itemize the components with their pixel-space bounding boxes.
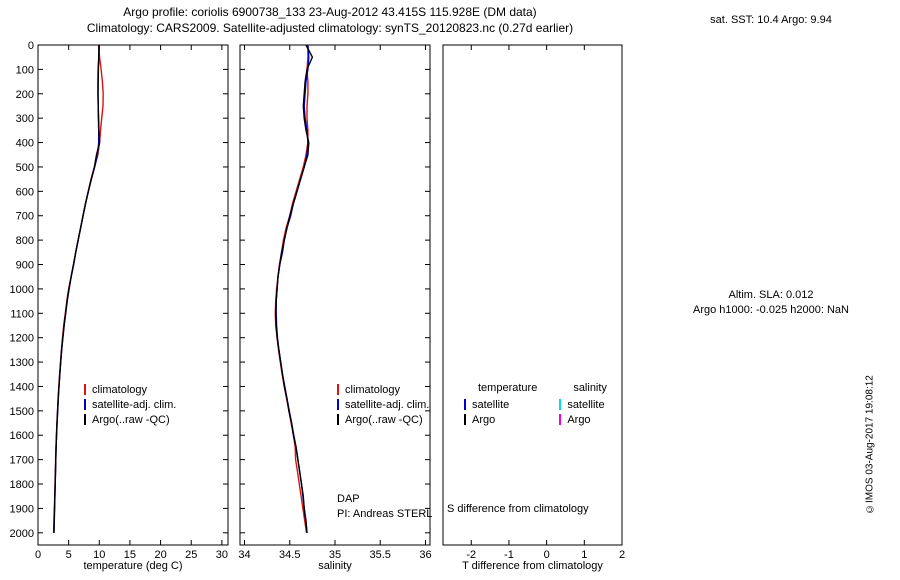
argo-line-swatch bbox=[337, 414, 339, 425]
salinity-axis-label: salinity bbox=[318, 560, 352, 572]
tick-label: 1800 bbox=[10, 479, 34, 491]
s-satellite-line-swatch bbox=[559, 399, 562, 410]
series-line-climatology bbox=[52, 44, 104, 533]
legend-label: climatology bbox=[345, 383, 401, 396]
dap-label: DAP bbox=[337, 493, 360, 505]
salinity-legend: climatology satellite-adj. clim. Argo(..… bbox=[337, 382, 429, 427]
temperature-axis-label: temperature (deg C) bbox=[83, 560, 183, 572]
legend-sal-header: salinity bbox=[573, 382, 607, 394]
difference-legend: temperature satellite Argo salinity sate… bbox=[464, 382, 607, 427]
sla-map-title: Altim. SLA: 0.012 bbox=[728, 289, 814, 301]
tick-label: 1500 bbox=[10, 406, 34, 418]
tick-label: 1700 bbox=[10, 455, 34, 467]
series-line-climatology bbox=[274, 45, 309, 533]
legend-row: climatology bbox=[84, 382, 176, 397]
legend-label: satellite bbox=[472, 398, 510, 411]
tick-label: 100 bbox=[16, 64, 34, 76]
legend-row: Argo(..raw -QC) bbox=[84, 412, 176, 427]
tick-label: 2000 bbox=[10, 528, 34, 540]
tick-label: 700 bbox=[16, 211, 34, 223]
tick-label: 1900 bbox=[10, 503, 34, 515]
tick-label: 1400 bbox=[10, 381, 34, 393]
t-satellite-line-swatch bbox=[464, 399, 466, 410]
legend-label: Argo bbox=[472, 413, 496, 426]
copyright-label: ©IMOS 03-Aug-2017 19:08:12 bbox=[864, 375, 876, 515]
series-line-argorawqc bbox=[53, 44, 101, 533]
satellite-clim-line-swatch bbox=[84, 399, 86, 410]
legend-row: satellite-adj. clim. bbox=[84, 397, 176, 412]
sla-map-canvas bbox=[680, 330, 862, 560]
series-line-satelliteadjclim bbox=[275, 44, 310, 533]
tick-label: 1300 bbox=[10, 357, 34, 369]
legend-row: Argo(..raw -QC) bbox=[337, 412, 429, 427]
figure-subtitle: Climatology: CARS2009. Satellite-adjuste… bbox=[86, 21, 574, 35]
legend-row: Argo bbox=[559, 412, 607, 427]
temperature-legend: climatology satellite-adj. clim. Argo(..… bbox=[84, 382, 176, 427]
figure-title: Argo profile: coriolis 6900738_133 23-Au… bbox=[123, 5, 537, 19]
series-line-argorawqc bbox=[274, 44, 314, 533]
tick-label: 800 bbox=[16, 235, 34, 247]
argo-line-swatch bbox=[84, 414, 86, 425]
tick-label: 600 bbox=[16, 186, 34, 198]
tick-label: 400 bbox=[16, 138, 34, 150]
satellite-clim-line-swatch bbox=[337, 399, 339, 410]
t-difference-axis-label: T difference from climatology bbox=[462, 560, 603, 572]
tick-label: 1000 bbox=[10, 284, 34, 296]
tick-label: 500 bbox=[16, 162, 34, 174]
tick-label: 0 bbox=[28, 40, 34, 52]
legend-label: Argo(..raw -QC) bbox=[345, 413, 423, 426]
axes-box bbox=[37, 44, 229, 546]
tick-label: 1200 bbox=[10, 333, 34, 345]
legend-label: Argo(..raw -QC) bbox=[92, 413, 170, 426]
sst-map-canvas bbox=[680, 38, 862, 272]
legend-temp-header: temperature bbox=[478, 382, 538, 394]
tick-label: 300 bbox=[16, 113, 34, 125]
legend-label: climatology bbox=[92, 383, 148, 396]
t-argo-line-swatch bbox=[464, 414, 466, 425]
legend-temperature-column: temperature satellite Argo bbox=[464, 382, 537, 427]
axes-box bbox=[239, 44, 431, 546]
tick-label: 900 bbox=[16, 260, 34, 272]
s-argo-line-swatch bbox=[559, 414, 562, 425]
s-difference-axis-label: S difference from climatology bbox=[447, 503, 589, 515]
sst-map-title: sat. SST: 10.4 Argo: 9.94 bbox=[710, 14, 832, 26]
legend-label: satellite-adj. clim. bbox=[345, 398, 430, 411]
climatology-line-swatch bbox=[337, 384, 339, 395]
legend-row: climatology bbox=[337, 382, 429, 397]
legend-row: satellite bbox=[559, 397, 607, 412]
tick-label: 1100 bbox=[10, 308, 34, 320]
legend-salinity-column: salinity satellite Argo bbox=[559, 382, 607, 427]
pi-label: PI: Andreas STERL bbox=[337, 508, 433, 520]
tick-label: 1600 bbox=[10, 430, 34, 442]
legend-row: Argo bbox=[464, 412, 537, 427]
axes-box bbox=[442, 44, 623, 546]
legend-label: satellite-adj. clim. bbox=[92, 398, 177, 411]
series-line-satelliteadjclim bbox=[53, 44, 100, 533]
tick-label: 200 bbox=[16, 89, 34, 101]
legend-label: satellite bbox=[567, 398, 605, 411]
legend-row: satellite bbox=[464, 397, 537, 412]
legend-row: satellite-adj. clim. bbox=[337, 397, 429, 412]
sla-map-subtitle: Argo h1000: -0.025 h2000: NaN bbox=[693, 304, 849, 316]
legend-label: Argo bbox=[567, 413, 591, 426]
climatology-line-swatch bbox=[84, 384, 86, 395]
